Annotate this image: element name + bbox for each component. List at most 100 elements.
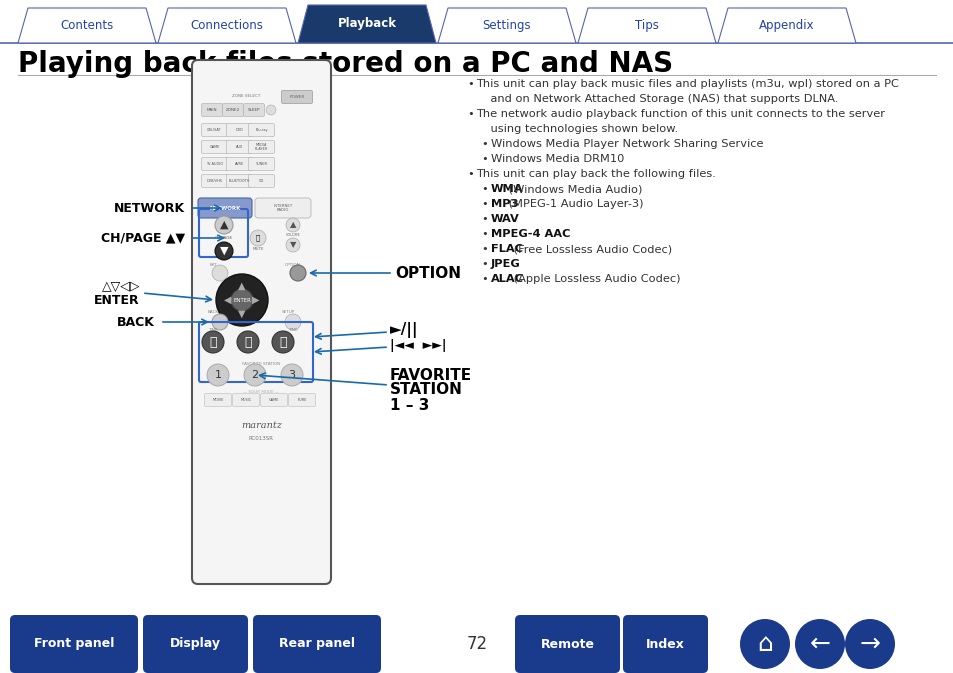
Text: TIME: TIME <box>208 328 217 332</box>
Text: Connections: Connections <box>191 19 263 32</box>
Text: (MPEG-1 Audio Layer-3): (MPEG-1 Audio Layer-3) <box>504 199 642 209</box>
Circle shape <box>214 216 233 234</box>
FancyBboxPatch shape <box>201 141 227 153</box>
Text: BACK: BACK <box>117 316 154 328</box>
Text: |◄◄  ►►|: |◄◄ ►►| <box>390 339 446 353</box>
Circle shape <box>212 314 228 330</box>
Text: ▼: ▼ <box>238 309 246 319</box>
FancyBboxPatch shape <box>201 104 222 116</box>
Text: CD: CD <box>258 179 264 183</box>
Circle shape <box>281 364 303 386</box>
Text: 🔇: 🔇 <box>255 235 260 242</box>
Text: ▼: ▼ <box>290 240 296 250</box>
Text: (Apple Lossless Audio Codec): (Apple Lossless Audio Codec) <box>509 274 679 284</box>
Polygon shape <box>297 5 436 43</box>
Text: ALAC: ALAC <box>490 274 523 284</box>
FancyBboxPatch shape <box>254 198 311 218</box>
Circle shape <box>215 274 268 326</box>
Text: AVRE: AVRE <box>234 162 244 166</box>
Text: — SOUR MODE —: — SOUR MODE — <box>243 390 279 394</box>
Text: BACK: BACK <box>207 310 218 314</box>
Text: PURE: PURE <box>297 398 306 402</box>
FancyBboxPatch shape <box>622 615 707 673</box>
Circle shape <box>231 289 253 311</box>
FancyBboxPatch shape <box>198 198 252 218</box>
Text: TV AUDIO: TV AUDIO <box>206 162 223 166</box>
Text: ▲: ▲ <box>219 220 228 230</box>
Text: •: • <box>481 229 492 239</box>
FancyBboxPatch shape <box>192 60 331 584</box>
Text: STATION: STATION <box>390 382 462 398</box>
Text: TUNER: TUNER <box>255 162 267 166</box>
Circle shape <box>207 364 229 386</box>
Text: Remote: Remote <box>540 637 594 651</box>
Text: WMA: WMA <box>490 184 522 194</box>
Text: 2: 2 <box>252 370 258 380</box>
Text: ►/||: ►/|| <box>390 322 418 338</box>
Text: ENTER: ENTER <box>233 297 251 302</box>
Text: NETWORK: NETWORK <box>113 201 185 215</box>
Text: ◀: ◀ <box>224 295 232 305</box>
Text: CH/PAGE ▲▼: CH/PAGE ▲▼ <box>101 232 185 244</box>
Text: Front panel: Front panel <box>33 637 114 651</box>
Circle shape <box>244 364 266 386</box>
Polygon shape <box>18 8 156 43</box>
FancyBboxPatch shape <box>226 174 253 188</box>
Text: MOVIE: MOVIE <box>213 398 223 402</box>
FancyBboxPatch shape <box>226 157 253 170</box>
Text: BKT: BKT <box>209 263 216 267</box>
FancyBboxPatch shape <box>515 615 619 673</box>
Text: FAVORITE STATION: FAVORITE STATION <box>242 362 280 366</box>
Text: Windows Media DRM10: Windows Media DRM10 <box>490 154 623 164</box>
FancyBboxPatch shape <box>253 615 380 673</box>
FancyBboxPatch shape <box>248 124 274 137</box>
Text: •: • <box>468 79 477 89</box>
Polygon shape <box>718 8 855 43</box>
FancyBboxPatch shape <box>248 174 274 188</box>
Text: AUX: AUX <box>235 145 243 149</box>
Text: POWER: POWER <box>289 95 304 99</box>
FancyBboxPatch shape <box>248 157 274 170</box>
Text: This unit can play back the following files.: This unit can play back the following fi… <box>476 169 716 179</box>
Polygon shape <box>158 8 295 43</box>
Text: ⌂: ⌂ <box>757 632 772 656</box>
Circle shape <box>740 619 789 669</box>
Text: and on Network Attached Storage (NAS) that supports DLNA.: and on Network Attached Storage (NAS) th… <box>476 94 838 104</box>
Circle shape <box>214 242 233 260</box>
Text: ▼: ▼ <box>219 246 228 256</box>
Text: WAV: WAV <box>490 214 518 224</box>
FancyBboxPatch shape <box>243 104 264 116</box>
Text: Playback: Playback <box>337 17 396 30</box>
FancyBboxPatch shape <box>226 124 253 137</box>
FancyBboxPatch shape <box>281 90 313 104</box>
Text: Playing back files stored on a PC and NAS: Playing back files stored on a PC and NA… <box>18 50 673 78</box>
Circle shape <box>236 331 258 353</box>
Text: •: • <box>481 199 492 209</box>
Text: Rear panel: Rear panel <box>278 637 355 651</box>
FancyBboxPatch shape <box>260 394 287 406</box>
Circle shape <box>272 331 294 353</box>
Circle shape <box>286 218 299 232</box>
Text: VOLUME: VOLUME <box>285 233 300 237</box>
FancyBboxPatch shape <box>288 394 315 406</box>
Text: CBL/SAT: CBL/SAT <box>207 128 222 132</box>
Text: ⏭: ⏭ <box>279 336 287 349</box>
Text: GAME: GAME <box>269 398 279 402</box>
Text: Windows Media Player Network Sharing Service: Windows Media Player Network Sharing Ser… <box>490 139 762 149</box>
Circle shape <box>290 265 306 281</box>
Circle shape <box>212 265 228 281</box>
Text: ZONE SELECT: ZONE SELECT <box>233 94 260 98</box>
Text: INTERNET
RADIO: INTERNET RADIO <box>274 204 293 212</box>
Text: ▲: ▲ <box>238 281 246 291</box>
Text: Blu-ray: Blu-ray <box>254 128 268 132</box>
Text: Display: Display <box>170 637 221 651</box>
Text: OPTION: OPTION <box>285 263 300 267</box>
Text: •: • <box>481 259 492 269</box>
FancyBboxPatch shape <box>10 615 138 673</box>
Text: 3: 3 <box>288 370 295 380</box>
Text: This unit can play back music files and playlists (m3u, wpl) stored on a PC: This unit can play back music files and … <box>476 79 899 89</box>
Text: •: • <box>481 274 492 284</box>
Polygon shape <box>437 8 576 43</box>
Text: FLAC: FLAC <box>490 244 522 254</box>
Text: Index: Index <box>645 637 684 651</box>
